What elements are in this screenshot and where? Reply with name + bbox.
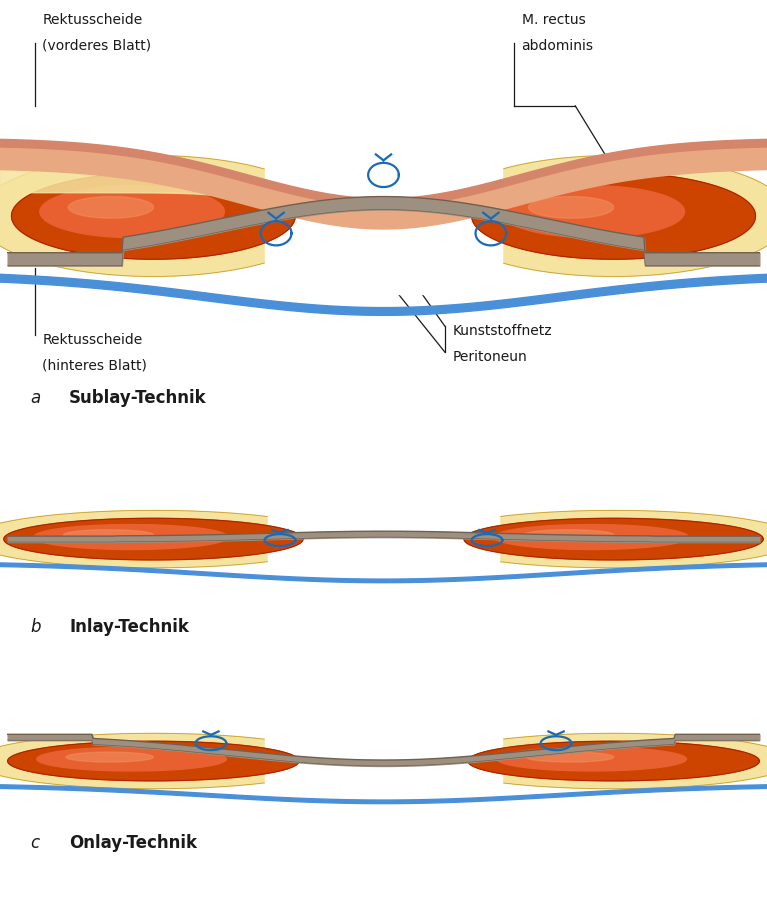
Text: Sublay-Technik: Sublay-Technik (69, 389, 206, 407)
Text: Rektusscheide: Rektusscheide (42, 13, 143, 27)
Polygon shape (265, 0, 502, 293)
Polygon shape (526, 752, 614, 762)
Polygon shape (68, 196, 153, 218)
Text: abdominis: abdominis (522, 39, 594, 53)
Polygon shape (433, 734, 767, 788)
Text: a: a (31, 389, 41, 407)
Polygon shape (8, 742, 299, 781)
Polygon shape (528, 196, 614, 218)
Polygon shape (12, 173, 295, 259)
Polygon shape (464, 518, 763, 560)
Polygon shape (34, 525, 229, 550)
Text: (hinteres Blatt): (hinteres Blatt) (42, 358, 147, 373)
Text: Onlay-Technik: Onlay-Technik (69, 834, 197, 852)
Polygon shape (468, 742, 759, 781)
Polygon shape (500, 185, 685, 238)
Text: Kunststoffnetz: Kunststoffnetz (453, 324, 552, 338)
Text: M. rectus: M. rectus (522, 13, 585, 27)
Polygon shape (265, 666, 502, 805)
Text: (vorderes Blatt): (vorderes Blatt) (42, 39, 151, 53)
Text: Peritoneun: Peritoneun (453, 350, 527, 364)
Polygon shape (0, 510, 337, 568)
Polygon shape (472, 173, 755, 259)
Polygon shape (4, 518, 303, 560)
Polygon shape (430, 510, 767, 568)
Polygon shape (524, 530, 614, 540)
Polygon shape (37, 747, 226, 771)
Text: Inlay-Technik: Inlay-Technik (69, 618, 189, 636)
Polygon shape (64, 530, 153, 540)
Text: Rektusscheide: Rektusscheide (42, 333, 143, 346)
Polygon shape (268, 450, 499, 589)
Polygon shape (0, 734, 334, 788)
Text: b: b (31, 618, 41, 636)
Text: c: c (31, 834, 40, 852)
Polygon shape (497, 747, 686, 771)
Polygon shape (437, 156, 767, 276)
Polygon shape (66, 752, 153, 762)
Polygon shape (494, 525, 689, 550)
Polygon shape (40, 185, 224, 238)
Polygon shape (0, 156, 330, 276)
